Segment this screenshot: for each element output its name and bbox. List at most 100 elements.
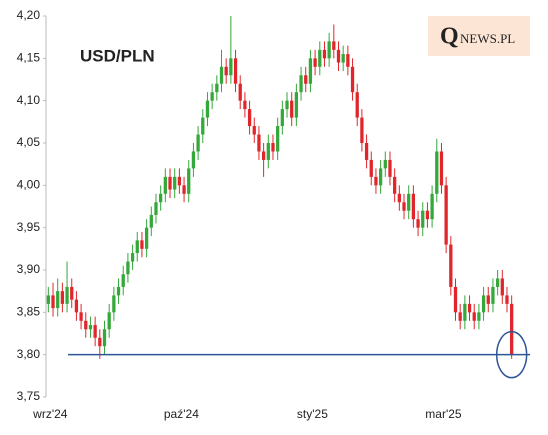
candle-body xyxy=(187,168,191,194)
candle-body xyxy=(65,286,69,304)
candle-body xyxy=(360,117,364,143)
candle-body xyxy=(224,66,228,76)
candle-body xyxy=(56,291,60,309)
candle-body xyxy=(196,134,200,152)
candle-body xyxy=(510,303,514,355)
candle-body xyxy=(121,274,125,287)
candle-body xyxy=(257,134,261,152)
candle-body xyxy=(60,291,65,304)
candle-body xyxy=(393,176,397,194)
candle-body xyxy=(350,66,355,93)
candle-body xyxy=(500,278,504,296)
y-tick-label: 3,85 xyxy=(17,305,41,319)
y-tick-label: 4,10 xyxy=(17,93,41,107)
candle-body xyxy=(374,176,378,186)
candle-body xyxy=(322,49,327,59)
logo-box xyxy=(428,16,530,56)
candle-body xyxy=(477,312,481,321)
candle-body xyxy=(453,286,458,313)
candle-body xyxy=(112,295,116,313)
logo-q: Q xyxy=(440,24,459,50)
candle-body xyxy=(467,303,472,313)
candle-body xyxy=(144,227,149,249)
candle-body xyxy=(439,151,444,186)
candle-body xyxy=(463,303,467,321)
candle-body xyxy=(304,75,308,84)
candle-body xyxy=(74,299,79,313)
candle-body xyxy=(168,176,172,190)
candle-body xyxy=(435,151,439,194)
candle-body xyxy=(154,202,158,215)
candle-body xyxy=(294,92,299,118)
y-tick-label: 3,90 xyxy=(17,262,41,276)
candle-body xyxy=(116,286,121,296)
candle-body xyxy=(346,54,350,67)
candle-body xyxy=(341,54,345,63)
candle-body xyxy=(276,126,280,152)
x-tick-label: mar'25 xyxy=(425,407,462,421)
candle-body xyxy=(472,312,476,321)
candle-body xyxy=(299,75,303,93)
candle-body xyxy=(313,58,317,67)
candle-body xyxy=(191,151,196,169)
candle-body xyxy=(173,176,177,190)
candle-body xyxy=(247,109,252,127)
candle-body xyxy=(425,210,430,220)
candle-body xyxy=(388,159,392,177)
candle-body xyxy=(266,143,270,160)
candle-body xyxy=(416,219,420,228)
y-tick-label: 3,75 xyxy=(17,389,41,403)
candle-body xyxy=(243,100,247,110)
candle-body xyxy=(290,100,294,118)
candle-body xyxy=(458,312,462,321)
y-tick-label: 4,15 xyxy=(17,51,41,65)
candle-body xyxy=(355,92,359,118)
candle-body xyxy=(252,126,256,135)
candle-body xyxy=(421,210,425,228)
candle-body xyxy=(364,143,369,160)
candle-body xyxy=(182,185,186,194)
candle-body xyxy=(135,240,139,254)
candle-body xyxy=(407,193,411,211)
candle-body xyxy=(505,295,509,304)
candle-body xyxy=(430,193,434,220)
candle-body xyxy=(177,176,182,186)
y-tick-label: 4,20 xyxy=(17,8,41,22)
candle-body xyxy=(383,159,387,169)
candle-body xyxy=(336,49,341,63)
candle-body xyxy=(215,83,219,93)
y-tick-label: 3,95 xyxy=(17,220,41,234)
candle-body xyxy=(159,193,163,203)
candle-body xyxy=(444,185,448,245)
y-tick-label: 4,00 xyxy=(17,178,41,192)
candle-body xyxy=(126,261,130,275)
candle-body xyxy=(318,49,322,67)
candle-body xyxy=(280,109,284,127)
candle-body xyxy=(79,312,83,321)
candle-body xyxy=(93,325,97,338)
y-tick-label: 3,80 xyxy=(17,347,41,361)
x-tick-label: sty'25 xyxy=(297,407,328,421)
chart-title: USD/PLN xyxy=(80,46,155,65)
candle-body xyxy=(261,151,266,160)
candle-body xyxy=(130,253,135,262)
y-tick-label: 4,05 xyxy=(17,135,41,149)
candle-body xyxy=(210,92,214,101)
candle-body xyxy=(481,295,486,313)
candle-body xyxy=(411,193,416,220)
candle-body xyxy=(219,66,224,84)
candle-body xyxy=(70,286,74,300)
candle-body xyxy=(102,329,107,347)
candle-body xyxy=(332,41,336,50)
candle-body xyxy=(449,244,453,287)
candle-body xyxy=(486,295,490,304)
x-tick-label: wrz'24 xyxy=(32,407,68,421)
candle-body xyxy=(205,100,210,118)
candle-body xyxy=(98,337,102,347)
candle-body xyxy=(495,278,500,287)
candle-body xyxy=(233,58,238,84)
candle-body xyxy=(285,100,289,110)
candle-body xyxy=(229,58,233,76)
candle-body xyxy=(271,143,275,152)
candle-body xyxy=(51,295,55,309)
